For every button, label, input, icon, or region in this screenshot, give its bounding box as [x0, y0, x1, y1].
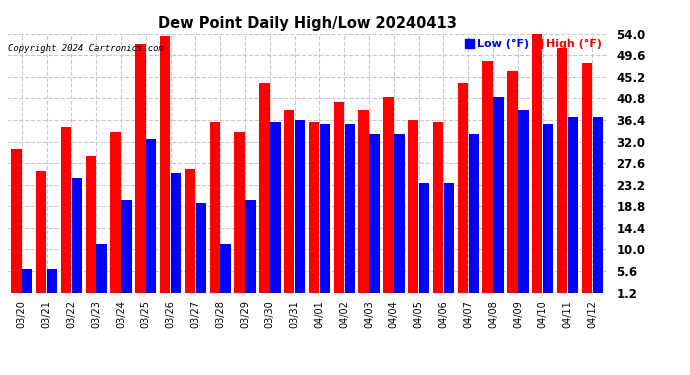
Bar — [259, 83, 270, 298]
Bar — [121, 200, 132, 298]
Bar — [72, 178, 82, 298]
Bar — [333, 102, 344, 298]
Bar — [270, 122, 281, 298]
Bar — [309, 122, 319, 298]
Bar — [507, 70, 518, 298]
Bar — [86, 156, 96, 298]
Text: Copyright 2024 Cartronics.com: Copyright 2024 Cartronics.com — [8, 44, 164, 53]
Legend: Low (°F), High (°F): Low (°F), High (°F) — [464, 39, 602, 50]
Bar — [196, 203, 206, 298]
Bar — [383, 98, 393, 298]
Bar — [482, 61, 493, 298]
Bar — [235, 132, 245, 298]
Bar — [444, 183, 454, 298]
Bar — [47, 269, 57, 298]
Bar — [518, 110, 529, 299]
Bar — [344, 124, 355, 298]
Bar — [582, 63, 592, 298]
Bar — [160, 36, 170, 298]
Bar — [284, 110, 295, 299]
Bar — [245, 200, 256, 298]
Bar — [433, 122, 443, 298]
Bar — [394, 134, 404, 298]
Title: Dew Point Daily High/Low 20240413: Dew Point Daily High/Low 20240413 — [157, 16, 457, 31]
Bar — [171, 173, 181, 298]
Bar — [358, 110, 369, 299]
Bar — [22, 269, 32, 298]
Bar — [61, 127, 71, 298]
Bar — [295, 120, 305, 298]
Bar — [319, 124, 330, 298]
Bar — [543, 124, 553, 298]
Bar — [469, 134, 479, 298]
Bar — [97, 244, 107, 298]
Bar — [493, 98, 504, 298]
Bar — [593, 117, 603, 298]
Bar — [185, 168, 195, 298]
Bar — [457, 83, 468, 298]
Bar — [419, 183, 429, 298]
Bar — [408, 120, 418, 298]
Bar — [532, 34, 542, 298]
Bar — [36, 171, 46, 298]
Bar — [557, 48, 567, 298]
Bar — [146, 139, 157, 298]
Bar — [210, 122, 220, 298]
Bar — [110, 132, 121, 298]
Bar — [568, 117, 578, 298]
Bar — [135, 44, 146, 298]
Bar — [369, 134, 380, 298]
Bar — [11, 149, 21, 298]
Bar — [221, 244, 231, 298]
